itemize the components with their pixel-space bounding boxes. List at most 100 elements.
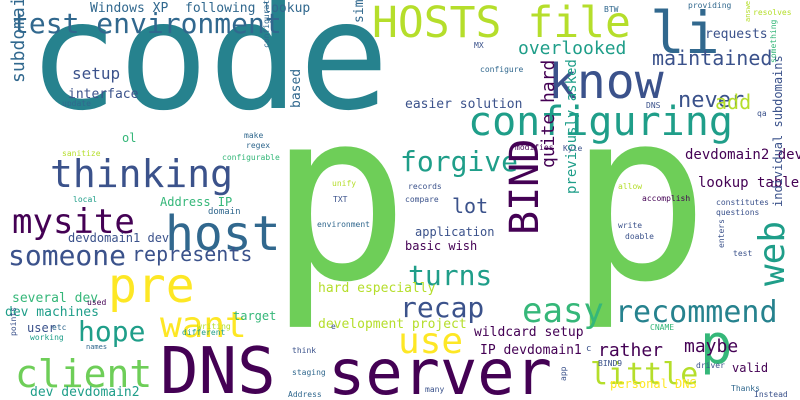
word-subdomains: subdomains: [8, 0, 29, 83]
word-sanitize: sanitize: [62, 149, 101, 158]
word-dev-devdomain2: dev devdomain2: [30, 385, 140, 400]
word-rather: rather: [598, 340, 664, 361]
word-cname: CNAME: [650, 323, 675, 332]
word-staging: staging: [292, 368, 326, 377]
word-interface: interface: [68, 87, 139, 102]
word-write: write: [618, 221, 643, 230]
word-use: use: [398, 321, 464, 362]
word-names: names: [86, 343, 108, 351]
word-domain: domain: [208, 207, 241, 217]
word-personal-dns: personal DNS: [610, 377, 697, 391]
word-little: little: [590, 357, 699, 392]
word-constitutes: constitutes: [716, 198, 769, 207]
word-unify: unify: [332, 179, 357, 188]
word-windows-xp: Windows XP: [90, 1, 169, 16]
word-instead: Instead: [754, 390, 788, 399]
word-forgive: forgive: [400, 145, 519, 178]
word-update: update: [62, 99, 91, 108]
word-client: client: [15, 352, 153, 396]
word-p-medium: p: [700, 313, 733, 376]
word-several-dev: several dev: [12, 291, 99, 306]
word-points: points: [9, 307, 18, 336]
word-hope: hope: [78, 315, 146, 348]
word-configuration: configuration: [262, 0, 271, 48]
word-server: server: [328, 336, 552, 400]
word-enters: enters: [717, 219, 726, 248]
word-ol: ol: [122, 131, 137, 145]
word-li: li: [650, 0, 720, 67]
word-lookup-table: lookup table: [698, 175, 800, 191]
word-application: application: [415, 225, 495, 239]
word-btw: BTW: [604, 5, 619, 14]
word-driver: driver: [696, 361, 725, 370]
word-different: different: [182, 328, 226, 337]
word-web: web: [752, 220, 793, 286]
word-c: c: [586, 344, 592, 354]
word-regex: regex: [246, 141, 271, 150]
word-txt: TXT: [333, 195, 348, 204]
word-test: test: [733, 249, 753, 258]
word-environment: environment: [317, 220, 370, 229]
word-providing: providing: [688, 1, 732, 10]
word-easy: easy: [522, 291, 604, 331]
word-represents: represents: [132, 242, 253, 266]
word-user: user: [27, 321, 56, 335]
word-bind9: BIND9: [598, 359, 623, 368]
word-know: know: [548, 54, 664, 110]
word-kyle: Kyle: [563, 144, 583, 153]
word-thanks: Thanks: [731, 384, 760, 393]
word-address-ip: Address IP: [160, 195, 233, 209]
word-never: never: [678, 88, 745, 113]
word-devdomain2-dev: devdomain2 dev: [685, 147, 800, 163]
word-wildcard-setup: wildcard setup: [474, 325, 584, 340]
word-qa: qa: [757, 109, 767, 118]
word-ip-devdomain1: IP devdomain1: [480, 343, 582, 358]
word-host: host: [165, 206, 281, 262]
word-working: working: [30, 333, 64, 342]
word-target: target: [233, 309, 277, 323]
word-hard-especially: hard especially: [318, 281, 436, 296]
word-doable: doable: [625, 232, 654, 241]
word-questions: questions: [716, 208, 760, 217]
word-configurable: configurable: [222, 153, 280, 162]
word-development-project: development project: [318, 317, 467, 332]
word-recommend: recommend: [615, 295, 778, 330]
word-recap: recap: [400, 291, 485, 324]
word-many: many: [425, 385, 445, 394]
word-p-large-2: p: [568, 61, 710, 334]
word-thinking: thinking: [50, 152, 234, 196]
word-easier-solution: easier solution: [405, 97, 523, 112]
word-accomplish: accomplish: [642, 194, 691, 203]
word-pre: pre: [108, 258, 195, 314]
word-configure: configure: [480, 65, 524, 74]
word-mx: MX: [474, 41, 484, 50]
word-records: records: [408, 182, 442, 191]
word-individual-subdomains: individual subdomains: [771, 55, 785, 207]
word-overlooked: overlooked: [518, 38, 627, 59]
word-turns: turns: [408, 259, 493, 292]
word-hosts-file: HOSTS file: [372, 0, 631, 48]
word-previously-asked: previously asked: [564, 59, 580, 194]
word-modifies: modifies: [515, 143, 554, 152]
word-dns: DNS: [160, 335, 276, 400]
word-etc: etc: [52, 323, 67, 332]
word-lot: lot: [452, 194, 489, 218]
word-something: something: [769, 19, 778, 63]
word-address: Address: [288, 390, 322, 399]
word-local: local: [73, 195, 98, 204]
word-think: think: [292, 346, 317, 355]
word-dns-small: DNS: [646, 101, 661, 110]
word-mysite: mysite: [12, 202, 135, 242]
word-maintained: maintained: [652, 46, 773, 70]
word-code: code: [28, 0, 390, 144]
word-make: make: [244, 131, 264, 140]
word-based: based: [289, 68, 304, 108]
word-allow: allow: [618, 182, 643, 191]
word-someone: someone: [8, 239, 127, 272]
word-e: e: [331, 322, 336, 331]
word-add: add: [715, 90, 752, 114]
word-devdomain1-dev: devdomain1 dev: [68, 231, 170, 245]
word-app: app: [559, 366, 568, 381]
word-resolves: resolves: [753, 8, 792, 17]
